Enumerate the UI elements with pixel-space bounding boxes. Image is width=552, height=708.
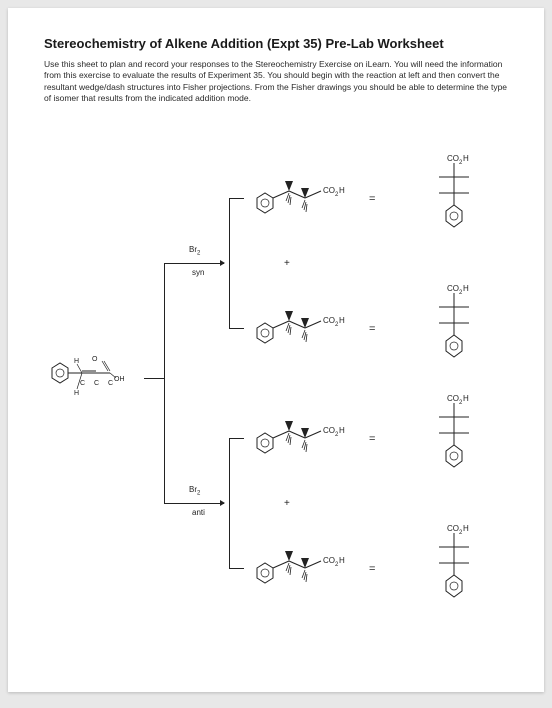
product-anti-1: CO2H bbox=[249, 413, 359, 463]
svg-text:CO: CO bbox=[323, 316, 335, 325]
svg-text:H: H bbox=[74, 390, 79, 397]
svg-text:H: H bbox=[339, 186, 345, 195]
product-syn-2: CO2H bbox=[249, 303, 359, 353]
anti-bot-stem bbox=[229, 568, 244, 569]
syn-split bbox=[229, 198, 230, 328]
svg-text:C: C bbox=[94, 380, 99, 387]
page-title: Stereochemistry of Alkene Addition (Expt… bbox=[44, 36, 508, 51]
svg-text:CO: CO bbox=[447, 154, 459, 163]
reaction-scheme: C C C H H O OH Br2 bbox=[44, 123, 508, 603]
anti-split bbox=[229, 438, 230, 568]
reagent-br2-syn: Br2 bbox=[189, 245, 200, 257]
svg-text:H: H bbox=[463, 154, 469, 163]
svg-text:H: H bbox=[74, 358, 79, 365]
anti-stem bbox=[164, 503, 184, 504]
branch-split bbox=[164, 263, 165, 503]
syn-arrow bbox=[184, 263, 224, 264]
svg-text:CO: CO bbox=[323, 426, 335, 435]
svg-text:C: C bbox=[80, 380, 85, 387]
svg-text:H: H bbox=[339, 316, 345, 325]
reagent-br2-anti: Br2 bbox=[189, 485, 200, 497]
syn-plus: + bbox=[284, 258, 290, 269]
product-anti-2: CO2H bbox=[249, 543, 359, 593]
svg-text:CO: CO bbox=[323, 556, 335, 565]
intro-paragraph: Use this sheet to plan and record your r… bbox=[44, 59, 508, 105]
eq-2: = bbox=[369, 323, 375, 335]
svg-text:CO: CO bbox=[323, 186, 335, 195]
eq-3: = bbox=[369, 433, 375, 445]
anti-plus: + bbox=[284, 498, 290, 509]
starting-material: C C C H H O OH bbox=[44, 353, 154, 403]
syn-stem bbox=[164, 263, 184, 264]
fisher-2: CO2H bbox=[419, 283, 489, 363]
svg-text:H: H bbox=[339, 426, 345, 435]
svg-text:H: H bbox=[463, 394, 469, 403]
syn-bot-stem bbox=[229, 328, 244, 329]
anti-top-stem bbox=[229, 438, 244, 439]
svg-text:H: H bbox=[339, 556, 345, 565]
syn-top-stem bbox=[229, 198, 244, 199]
worksheet-page: Stereochemistry of Alkene Addition (Expt… bbox=[8, 8, 544, 692]
anti-label: anti bbox=[192, 508, 205, 517]
eq-4: = bbox=[369, 563, 375, 575]
fisher-4: CO2H bbox=[419, 523, 489, 603]
product-syn-1: CO2H bbox=[249, 173, 359, 223]
fisher-3: CO2H bbox=[419, 393, 489, 473]
anti-arrow bbox=[184, 503, 224, 504]
svg-text:CO: CO bbox=[447, 394, 459, 403]
svg-text:CO: CO bbox=[447, 524, 459, 533]
svg-text:C: C bbox=[108, 380, 113, 387]
svg-text:OH: OH bbox=[114, 376, 125, 383]
svg-text:CO: CO bbox=[447, 284, 459, 293]
svg-text:O: O bbox=[92, 356, 98, 363]
main-stem bbox=[144, 378, 164, 379]
syn-label: syn bbox=[192, 268, 204, 277]
svg-text:H: H bbox=[463, 284, 469, 293]
svg-text:H: H bbox=[463, 524, 469, 533]
fisher-1: CO2H bbox=[419, 153, 489, 233]
eq-1: = bbox=[369, 193, 375, 205]
